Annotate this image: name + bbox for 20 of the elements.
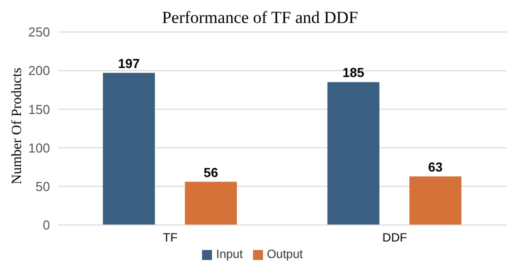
bar: [184, 182, 237, 225]
y-tick-label: 50: [36, 179, 50, 194]
data-label: 185: [342, 65, 364, 80]
chart-title: Performance of TF and DDF: [162, 8, 358, 27]
legend-label: Output: [266, 247, 303, 261]
y-tick-label: 250: [28, 24, 50, 40]
x-tick-label: TF: [162, 230, 178, 245]
bar: [409, 176, 462, 225]
legend-label: Input: [216, 247, 243, 261]
bar: [327, 82, 380, 225]
data-label: 63: [428, 159, 443, 174]
y-tick-label: 200: [28, 63, 50, 78]
x-tick-label: DDF: [382, 230, 408, 245]
y-tick-label: 150: [28, 102, 50, 117]
bar: [102, 72, 155, 225]
y-axis-title: Number Of Products: [10, 68, 26, 184]
data-label: 197: [118, 56, 140, 71]
y-tick-label: 100: [28, 140, 50, 156]
data-label: 56: [204, 164, 218, 180]
y-tick-label: 0: [42, 218, 50, 233]
